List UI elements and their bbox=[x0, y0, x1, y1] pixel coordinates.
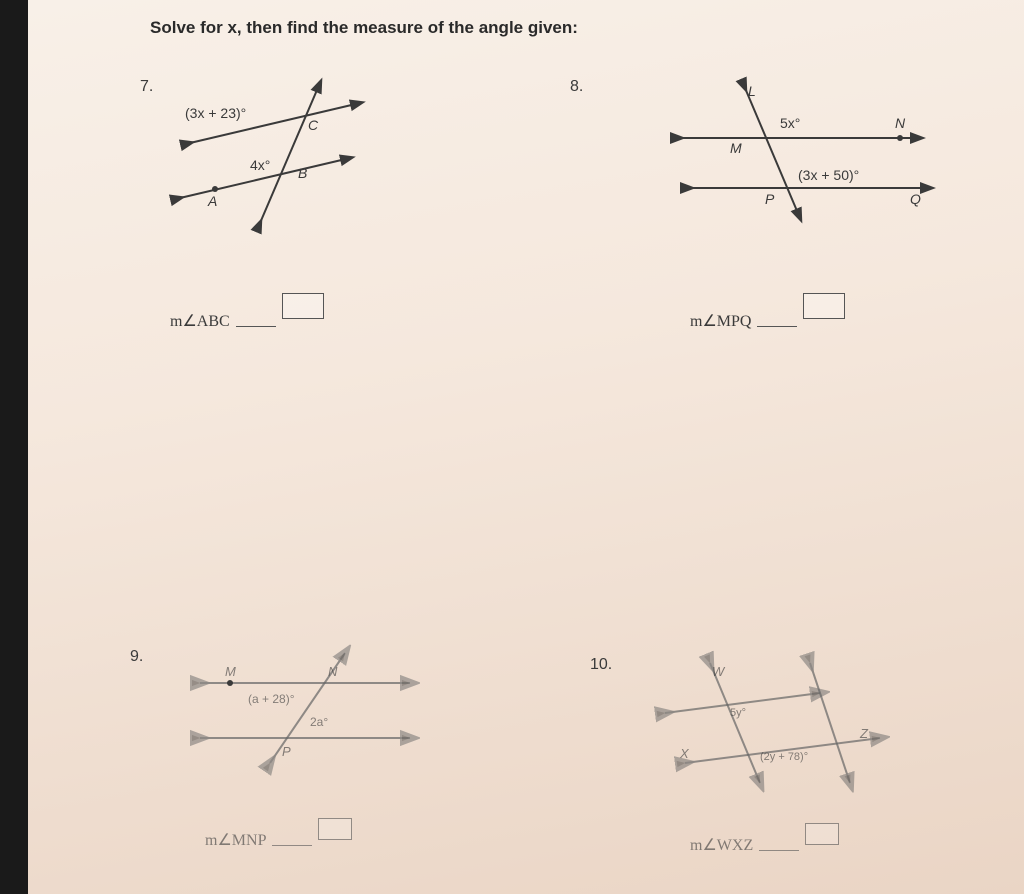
problem-7: 7. A B C (3x + 23)° bbox=[140, 78, 440, 318]
diagram-10: W X Z 5y° (2y + 78)° bbox=[650, 648, 930, 798]
point-N: N bbox=[328, 664, 338, 679]
problem-number: 7. bbox=[140, 78, 153, 96]
answer-underline bbox=[759, 850, 799, 851]
problem-8: 8. L N M P Q 5x° bbox=[570, 78, 930, 318]
point-C: C bbox=[308, 117, 319, 133]
answer-label: m∠MPQ bbox=[690, 311, 751, 331]
expr-3x23: (3x + 23)° bbox=[185, 105, 246, 121]
point-B: B bbox=[298, 165, 307, 181]
point-X: X bbox=[679, 746, 690, 761]
problem-10: 10. W X Z 5y° (2y + 78)° bbox=[590, 648, 930, 858]
expr-3x50: (3x + 50)° bbox=[798, 167, 859, 183]
answer-7: m∠ABC bbox=[170, 293, 324, 331]
problem-number: 10. bbox=[590, 656, 612, 674]
answer-label: m∠WXZ bbox=[690, 835, 753, 855]
answer-box[interactable] bbox=[803, 293, 845, 319]
page-title: Solve for x, then find the measure of th… bbox=[150, 18, 984, 38]
answer-9: m∠MNP bbox=[205, 818, 352, 850]
point-Q: Q bbox=[910, 191, 921, 207]
point-W: W bbox=[712, 664, 726, 679]
answer-box[interactable] bbox=[805, 823, 839, 845]
diagram-8: L N M P Q 5x° (3x + 50)° bbox=[630, 78, 950, 248]
point-N: N bbox=[895, 115, 906, 131]
page-dark-edge bbox=[0, 0, 28, 894]
problem-number: 9. bbox=[130, 648, 143, 666]
answer-underline bbox=[757, 326, 797, 327]
point-P: P bbox=[282, 744, 291, 759]
answer-10: m∠WXZ bbox=[690, 823, 839, 855]
expr-2a: 2a° bbox=[310, 715, 328, 729]
worksheet-page: Solve for x, then find the measure of th… bbox=[40, 0, 1024, 894]
point-P: P bbox=[765, 191, 775, 207]
problem-9: 9. M N P (a + 28)° 2a° bbox=[130, 648, 430, 858]
expr-2y78: (2y + 78)° bbox=[760, 751, 808, 763]
expr-5x: 5x° bbox=[780, 115, 800, 131]
answer-8: m∠MPQ bbox=[690, 293, 845, 331]
expr-a28: (a + 28)° bbox=[248, 692, 295, 706]
point-M: M bbox=[225, 664, 236, 679]
expr-4x: 4x° bbox=[250, 157, 270, 173]
diagram-7: A B C (3x + 23)° 4x° bbox=[160, 78, 420, 248]
point-M: M bbox=[730, 140, 742, 156]
expr-5y: 5y° bbox=[730, 707, 746, 719]
point-Z: Z bbox=[859, 726, 869, 741]
answer-box[interactable] bbox=[318, 818, 352, 840]
point-A: A bbox=[207, 193, 217, 209]
answer-underline bbox=[272, 845, 312, 846]
point-L: L bbox=[748, 83, 756, 99]
answer-box[interactable] bbox=[282, 293, 324, 319]
answer-label: m∠MNP bbox=[205, 830, 266, 850]
problems-container: 7. A B C (3x + 23)° bbox=[80, 58, 984, 878]
answer-underline bbox=[236, 326, 276, 327]
problem-number: 8. bbox=[570, 78, 583, 96]
answer-label: m∠ABC bbox=[170, 311, 230, 331]
diagram-9: M N P (a + 28)° 2a° bbox=[190, 648, 450, 788]
